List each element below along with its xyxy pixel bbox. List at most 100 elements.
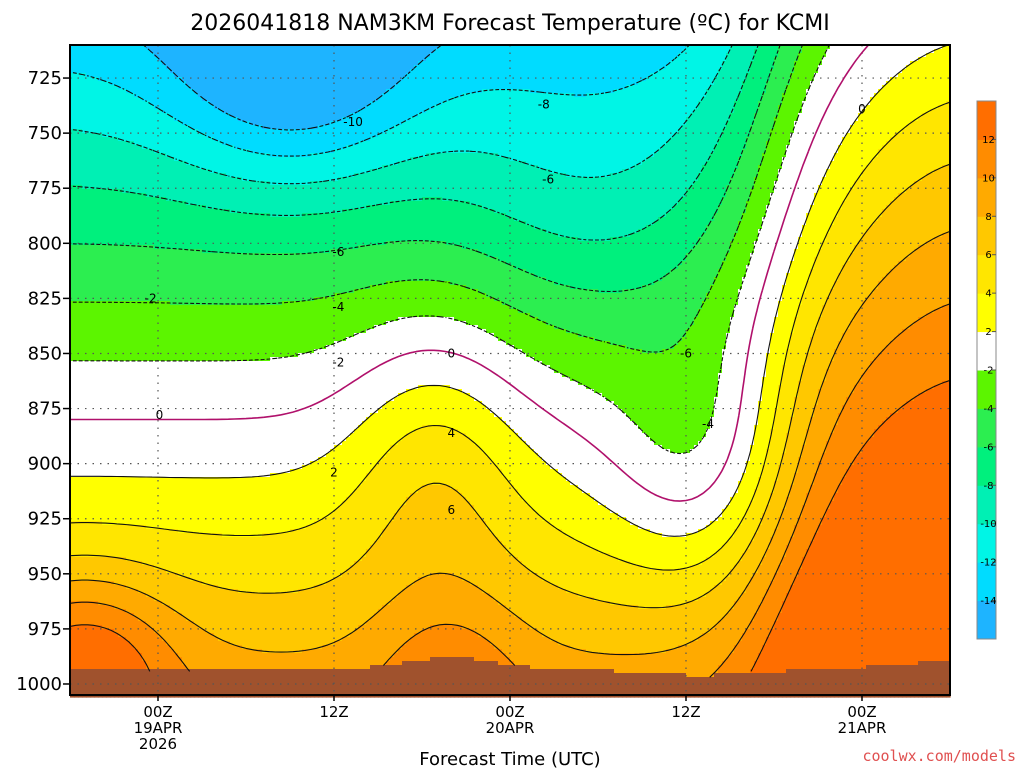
fill-cell bbox=[142, 509, 147, 514]
fill-cell bbox=[134, 421, 139, 426]
fill-cell bbox=[142, 217, 147, 222]
fill-cell bbox=[126, 449, 131, 454]
fill-cell bbox=[106, 433, 111, 438]
fill-cell bbox=[74, 637, 79, 642]
fill-cell bbox=[130, 341, 135, 346]
fill-cell bbox=[86, 341, 91, 346]
fill-cell bbox=[170, 333, 175, 338]
fill-cell bbox=[130, 229, 135, 234]
fill-cell bbox=[94, 221, 99, 226]
fill-cell bbox=[102, 593, 107, 598]
fill-cell bbox=[82, 337, 87, 342]
fill-cell bbox=[146, 649, 151, 654]
fill-cell bbox=[102, 181, 107, 186]
fill-cell bbox=[90, 605, 95, 610]
fill-cell bbox=[106, 549, 111, 554]
fill-cell bbox=[158, 345, 163, 350]
fill-cell bbox=[126, 133, 131, 138]
fill-cell bbox=[138, 521, 143, 526]
fill-cell bbox=[150, 377, 155, 382]
fill-cell bbox=[86, 289, 91, 294]
fill-cell bbox=[110, 273, 115, 278]
fill-cell bbox=[146, 549, 151, 554]
fill-cell bbox=[150, 617, 155, 622]
fill-cell bbox=[122, 273, 127, 278]
fill-cell bbox=[150, 661, 155, 666]
fill-cell bbox=[166, 521, 171, 526]
fill-cell bbox=[78, 333, 83, 338]
fill-cell bbox=[134, 481, 139, 486]
fill-cell bbox=[170, 601, 175, 606]
fill-cell bbox=[170, 285, 175, 290]
fill-cell bbox=[162, 449, 167, 454]
fill-cell bbox=[134, 453, 139, 458]
fill-cell bbox=[142, 381, 147, 386]
fill-cell bbox=[142, 185, 147, 190]
fill-cell bbox=[170, 385, 175, 390]
fill-cell bbox=[158, 385, 163, 390]
fill-cell bbox=[102, 349, 107, 354]
fill-cell bbox=[126, 109, 131, 114]
fill-cell bbox=[74, 237, 79, 242]
fill-cell bbox=[122, 121, 127, 126]
fill-cell bbox=[174, 645, 179, 650]
fill-cell bbox=[74, 473, 79, 478]
fill-cell bbox=[102, 193, 107, 198]
fill-cell bbox=[98, 689, 103, 694]
fill-cell bbox=[146, 173, 151, 178]
fill-cell bbox=[126, 297, 131, 302]
fill-cell bbox=[118, 569, 123, 574]
fill-cell bbox=[106, 301, 111, 306]
fill-cell bbox=[138, 249, 143, 254]
fill-cell bbox=[114, 361, 119, 366]
fill-cell bbox=[110, 485, 115, 490]
fill-cell bbox=[170, 269, 175, 274]
fill-cell bbox=[150, 449, 155, 454]
fill-cell bbox=[94, 257, 99, 262]
fill-cell bbox=[162, 73, 167, 78]
fill-cell bbox=[150, 381, 155, 386]
fill-cell bbox=[134, 305, 139, 310]
fill-cell bbox=[102, 673, 107, 678]
fill-cell bbox=[102, 105, 107, 110]
fill-cell bbox=[86, 313, 91, 318]
fill-cell bbox=[122, 313, 127, 318]
fill-cell bbox=[114, 61, 119, 66]
fill-cell bbox=[102, 561, 107, 566]
fill-cell bbox=[106, 477, 111, 482]
fill-cell bbox=[82, 457, 87, 462]
fill-cell bbox=[94, 593, 99, 598]
fill-cell bbox=[154, 101, 159, 106]
fill-cell bbox=[94, 353, 99, 358]
fill-cell bbox=[118, 145, 123, 150]
fill-cell bbox=[158, 237, 163, 242]
fill-cell bbox=[134, 273, 139, 278]
fill-cell bbox=[174, 505, 179, 510]
fill-cell bbox=[90, 161, 95, 166]
fill-cell bbox=[126, 161, 131, 166]
fill-cell bbox=[150, 97, 155, 102]
fill-cell bbox=[94, 261, 99, 266]
fill-cell bbox=[174, 557, 179, 562]
fill-cell bbox=[166, 373, 171, 378]
fill-cell bbox=[142, 125, 147, 130]
fill-cell bbox=[94, 205, 99, 210]
fill-cell bbox=[178, 61, 183, 66]
fill-cell bbox=[118, 149, 123, 154]
fill-cell bbox=[126, 685, 131, 690]
fill-cell bbox=[86, 569, 91, 574]
fill-cell bbox=[114, 193, 119, 198]
fill-cell bbox=[110, 533, 115, 538]
fill-cell bbox=[174, 469, 179, 474]
fill-cell bbox=[174, 533, 179, 538]
fill-cell bbox=[138, 605, 143, 610]
fill-cell bbox=[166, 673, 171, 678]
fill-cell bbox=[174, 593, 179, 598]
fill-cell bbox=[174, 369, 179, 374]
fill-cell bbox=[126, 157, 131, 162]
fill-cell bbox=[94, 49, 99, 54]
fill-cell bbox=[114, 237, 119, 242]
fill-cell bbox=[74, 257, 79, 262]
fill-cell bbox=[118, 65, 123, 70]
fill-cell bbox=[170, 137, 175, 142]
